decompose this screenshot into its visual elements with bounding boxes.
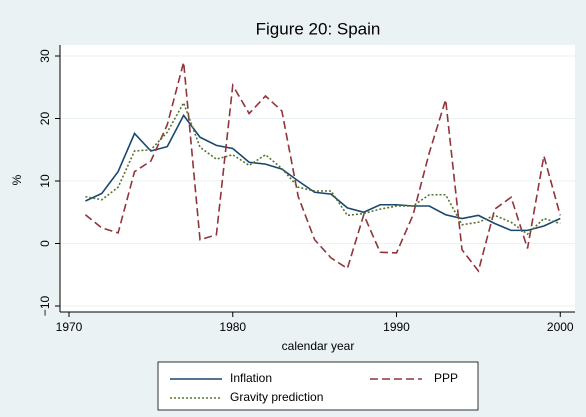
legend-label: Gravity prediction — [230, 390, 323, 404]
legend-label: PPP — [434, 371, 458, 385]
legend-label: Inflation — [230, 371, 272, 385]
y-tick-label: 10 — [38, 174, 52, 188]
legend-box — [157, 361, 479, 411]
chart-title: Figure 20: Spain — [256, 19, 381, 38]
y-tick-label: 30 — [38, 49, 52, 63]
plot-area — [60, 45, 575, 312]
line-series — [85, 100, 561, 236]
x-tick-label: 2000 — [547, 320, 574, 334]
x-tick-label: 1980 — [219, 320, 246, 334]
y-tick-label: 0 — [38, 240, 52, 247]
y-axis-label: % — [10, 174, 24, 185]
x-tick-label: 1990 — [383, 320, 410, 334]
line-series — [84, 62, 562, 273]
y-tick-label: 20 — [38, 112, 52, 126]
line-series — [85, 113, 561, 232]
x-axis-label: calendar year — [282, 339, 355, 353]
x-tick-label: 1970 — [56, 320, 83, 334]
y-tick-label: −10 — [38, 295, 52, 316]
